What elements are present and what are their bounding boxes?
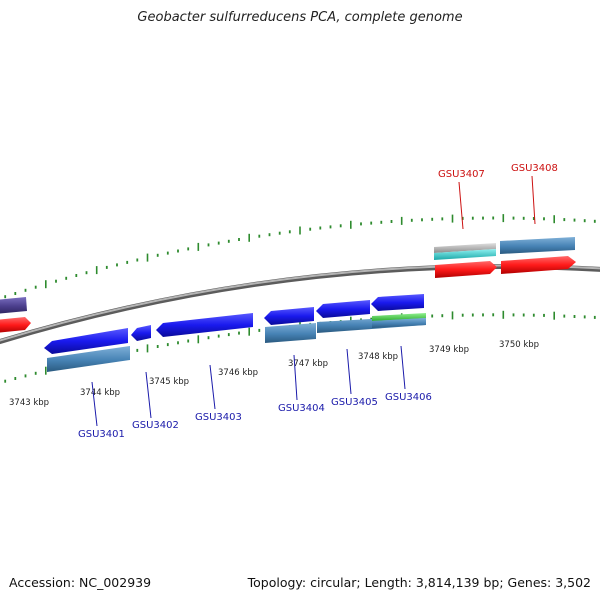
scale-label: 3746 kbp (218, 368, 258, 378)
gene-leader-line (531, 175, 536, 225)
gene-label-gsu3403[interactable]: GSU3403 (195, 412, 242, 423)
plus-strand-track (0, 237, 576, 333)
gene-feature[interactable] (0, 297, 27, 314)
gene-feature[interactable] (131, 325, 151, 341)
gene-label-gsu3401[interactable]: GSU3401 (78, 429, 125, 440)
accession-text: Accession: NC_002939 (9, 575, 152, 590)
gene-feature[interactable] (265, 323, 316, 343)
gene-feature[interactable] (501, 256, 576, 274)
gene-feature[interactable] (156, 313, 253, 337)
scale-label: 3748 kbp (358, 352, 398, 362)
gene-leader-line (209, 364, 216, 410)
gene-feature[interactable] (47, 346, 130, 372)
gene-feature[interactable] (372, 318, 426, 328)
gene-feature[interactable] (371, 294, 424, 311)
gene-feature[interactable] (316, 300, 370, 318)
gene-label-gsu3402[interactable]: GSU3402 (132, 420, 179, 431)
gene-label-gsu3407[interactable]: GSU3407 (438, 169, 485, 180)
gene-feature[interactable] (500, 237, 575, 254)
gene-feature[interactable] (264, 307, 314, 325)
scale-label: 3750 kbp (499, 340, 539, 350)
scale-label: 3749 kbp (429, 345, 469, 355)
gene-feature[interactable] (434, 243, 496, 253)
gene-feature[interactable] (434, 249, 496, 260)
gene-label-gsu3405[interactable]: GSU3405 (331, 397, 378, 408)
gene-feature[interactable] (372, 313, 426, 321)
gene-label-gsu3408[interactable]: GSU3408 (511, 163, 558, 174)
gene-label-gsu3404[interactable]: GSU3404 (278, 403, 325, 414)
scale-label: 3744 kbp (80, 388, 120, 398)
gene-labels: GSU3401 GSU3402 GSU3403 GSU3404 GSU3405 … (78, 163, 558, 440)
minus-strand-track (44, 294, 426, 372)
gene-leader-line (91, 381, 98, 427)
gene-feature[interactable] (435, 261, 497, 278)
gene-label-gsu3406[interactable]: GSU3406 (385, 392, 432, 403)
gene-leader-line (293, 354, 298, 401)
scale-label: 3743 kbp (9, 398, 49, 408)
genome-summary-text: Topology: circular; Length: 3,814,139 bp… (247, 575, 591, 590)
gene-leader-line (145, 371, 152, 419)
scale-label: 3745 kbp (149, 377, 189, 387)
scale-label: 3747 kbp (288, 359, 328, 369)
gene-feature[interactable] (44, 328, 128, 354)
scale-labels: 3743 kbp 3744 kbp 3745 kbp 3746 kbp 3747 kbp… (9, 340, 539, 408)
gene-leader-line (346, 348, 352, 395)
gene-leader-line (400, 345, 406, 390)
gene-feature[interactable] (0, 317, 31, 333)
gene-leader-line (458, 181, 464, 230)
map-title: Geobacter sulfurreducens PCA, complete g… (137, 10, 463, 25)
